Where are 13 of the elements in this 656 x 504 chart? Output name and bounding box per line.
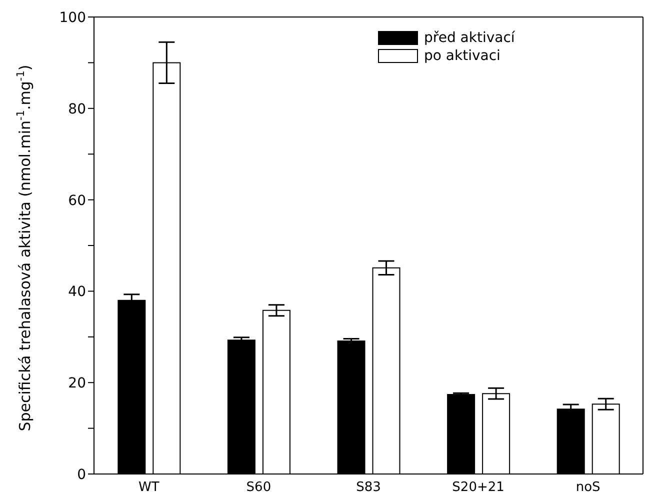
- x-tick-label: WT: [138, 480, 160, 496]
- y-tick-label: 60: [68, 192, 86, 209]
- y-tick-label: 0: [77, 466, 86, 483]
- y-tick-label: 80: [68, 101, 86, 118]
- y-tick-label: 20: [68, 376, 86, 392]
- x-tick-label: noS: [576, 480, 600, 496]
- x-tick-label: S20+21: [452, 480, 504, 496]
- legend-label: před aktivací: [424, 30, 515, 46]
- x-tick-label: S60: [246, 480, 272, 496]
- legend-label: po aktivaci: [424, 48, 500, 64]
- y-tick-label: 40: [68, 284, 86, 300]
- x-tick-label: S83: [356, 480, 381, 496]
- y-tick-label: 100: [59, 10, 86, 26]
